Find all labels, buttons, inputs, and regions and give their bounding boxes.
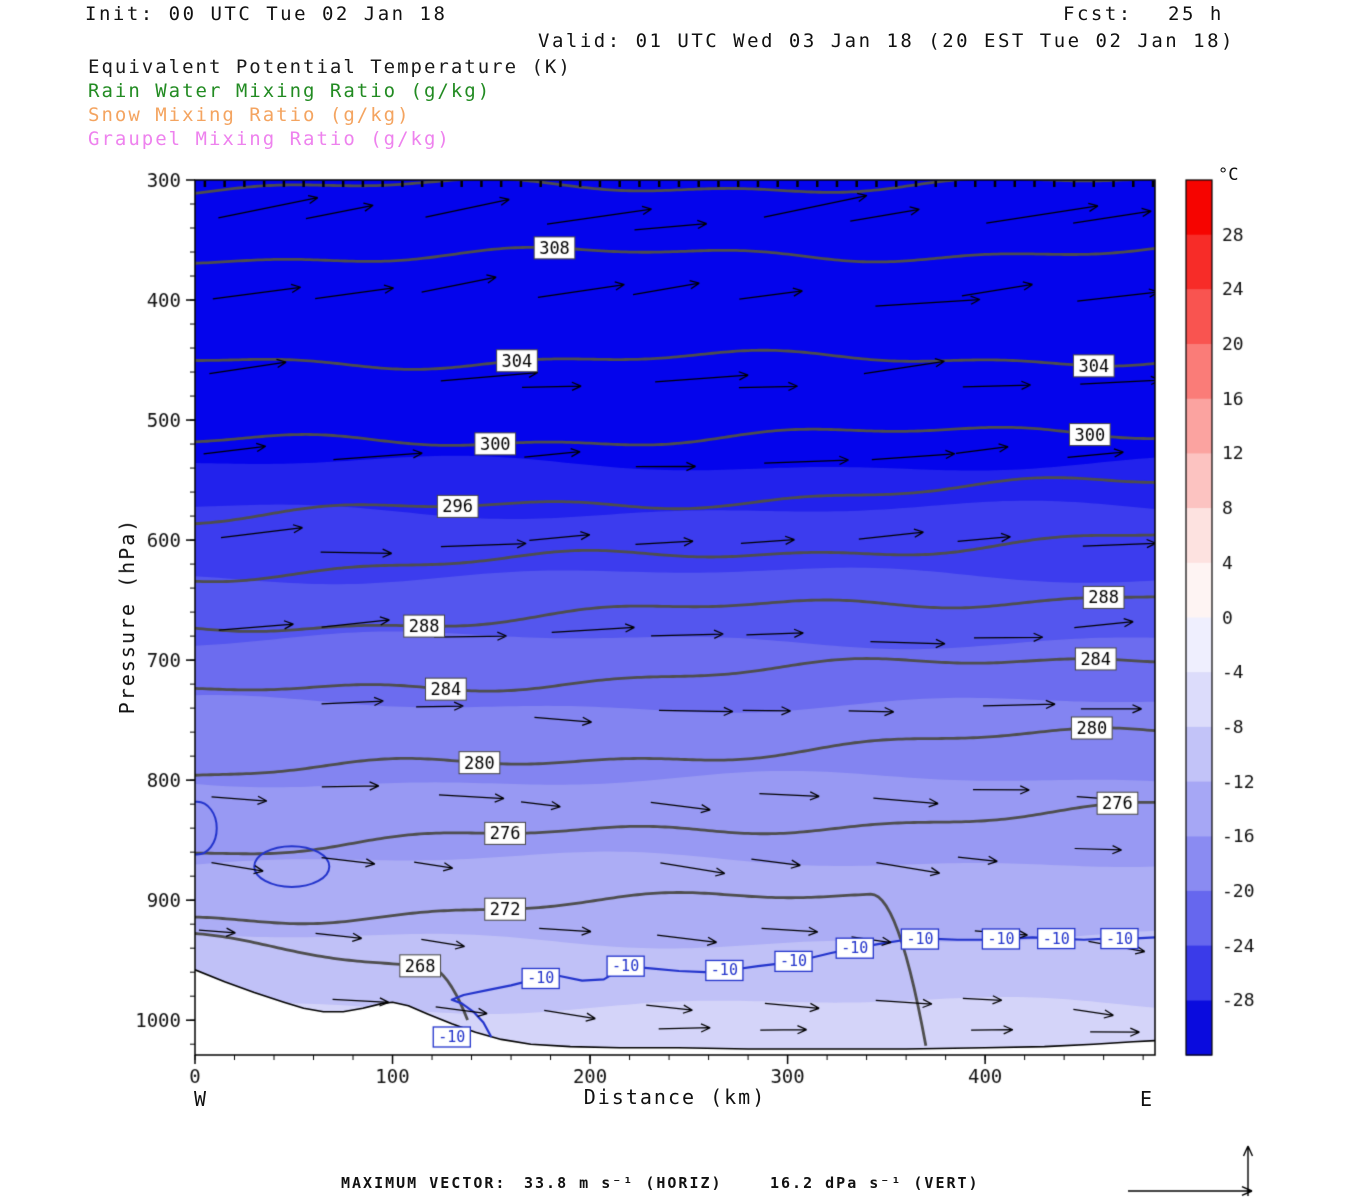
- legend-theta-e-label: Equivalent Potential Temperature (K): [88, 56, 572, 78]
- forecast-hour-value: 25 h: [1168, 3, 1224, 25]
- forecast-hour-label: Fcst:: [1063, 3, 1133, 25]
- x-axis-west-label: W: [194, 1087, 207, 1111]
- y-axis-title: Pressure (hPa): [115, 517, 139, 715]
- max-vector-vert-value: 16.2 dPa s⁻¹ (VERT): [770, 1174, 980, 1192]
- colorbar-unit-label: °C: [1218, 165, 1239, 185]
- max-vector-label: MAXIMUM VECTOR:: [341, 1174, 507, 1192]
- valid-time-label: Valid: 01 UTC Wed 03 Jan 18 (20 EST Tue …: [538, 30, 1235, 52]
- x-axis-title: Distance (km): [583, 1085, 767, 1109]
- legend-snow-label: Snow Mixing Ratio (g/kg): [88, 104, 411, 126]
- x-axis-east-label: E: [1140, 1087, 1153, 1111]
- init-time-label: Init: 00 UTC Tue 02 Jan 18: [85, 3, 448, 25]
- legend-rain-water-label: Rain Water Mixing Ratio (g/kg): [88, 80, 492, 102]
- max-vector-horiz-value: 33.8 m s⁻¹ (HORIZ): [524, 1174, 723, 1192]
- legend-graupel-label: Graupel Mixing Ratio (g/kg): [88, 128, 451, 150]
